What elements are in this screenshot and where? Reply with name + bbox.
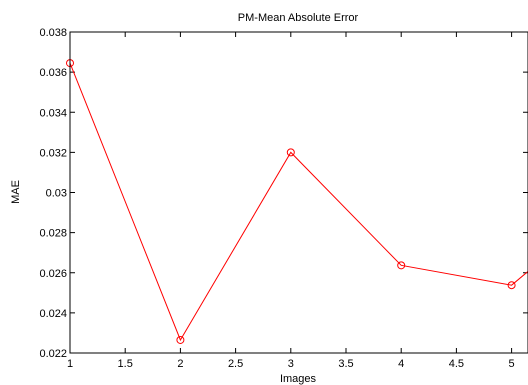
y-tick-label: 0.03	[46, 188, 67, 200]
y-tick-label: 0.026	[39, 268, 67, 280]
x-tick-label: 3	[288, 358, 294, 370]
x-tick-label: 3.5	[338, 358, 353, 370]
chart-title: PM-Mean Absolute Error	[238, 12, 359, 24]
axis-ticks: 11.522.533.544.555.560.0220.0240.0260.02…	[39, 27, 528, 370]
series-line	[69, 62, 528, 342]
x-tick-label: 4.5	[449, 358, 464, 370]
plot-area-border	[69, 31, 528, 354]
y-axis-label: MAE	[10, 180, 22, 204]
y-tick-label: 0.028	[39, 228, 67, 240]
x-tick-label: 1	[67, 358, 73, 370]
data-point	[397, 261, 406, 270]
x-tick-label: 5	[509, 358, 515, 370]
y-tick-label: 0.036	[39, 67, 67, 79]
x-tick-label: 2	[177, 358, 183, 370]
y-tick-label: 0.032	[39, 147, 67, 159]
data-point	[176, 335, 185, 344]
x-tick-label: 2.5	[228, 358, 243, 370]
y-tick-label: 0.034	[39, 107, 67, 119]
y-tick-label: 0.038	[39, 27, 67, 39]
x-axis-label: Images	[280, 373, 317, 385]
y-tick-label: 0.024	[39, 308, 67, 320]
x-tick-label: 4	[398, 358, 404, 370]
x-tick-label: 1.5	[118, 358, 133, 370]
y-tick-label: 0.022	[39, 348, 67, 360]
data-point	[286, 148, 295, 157]
series-layer	[66, 59, 528, 344]
data-point	[507, 281, 516, 290]
